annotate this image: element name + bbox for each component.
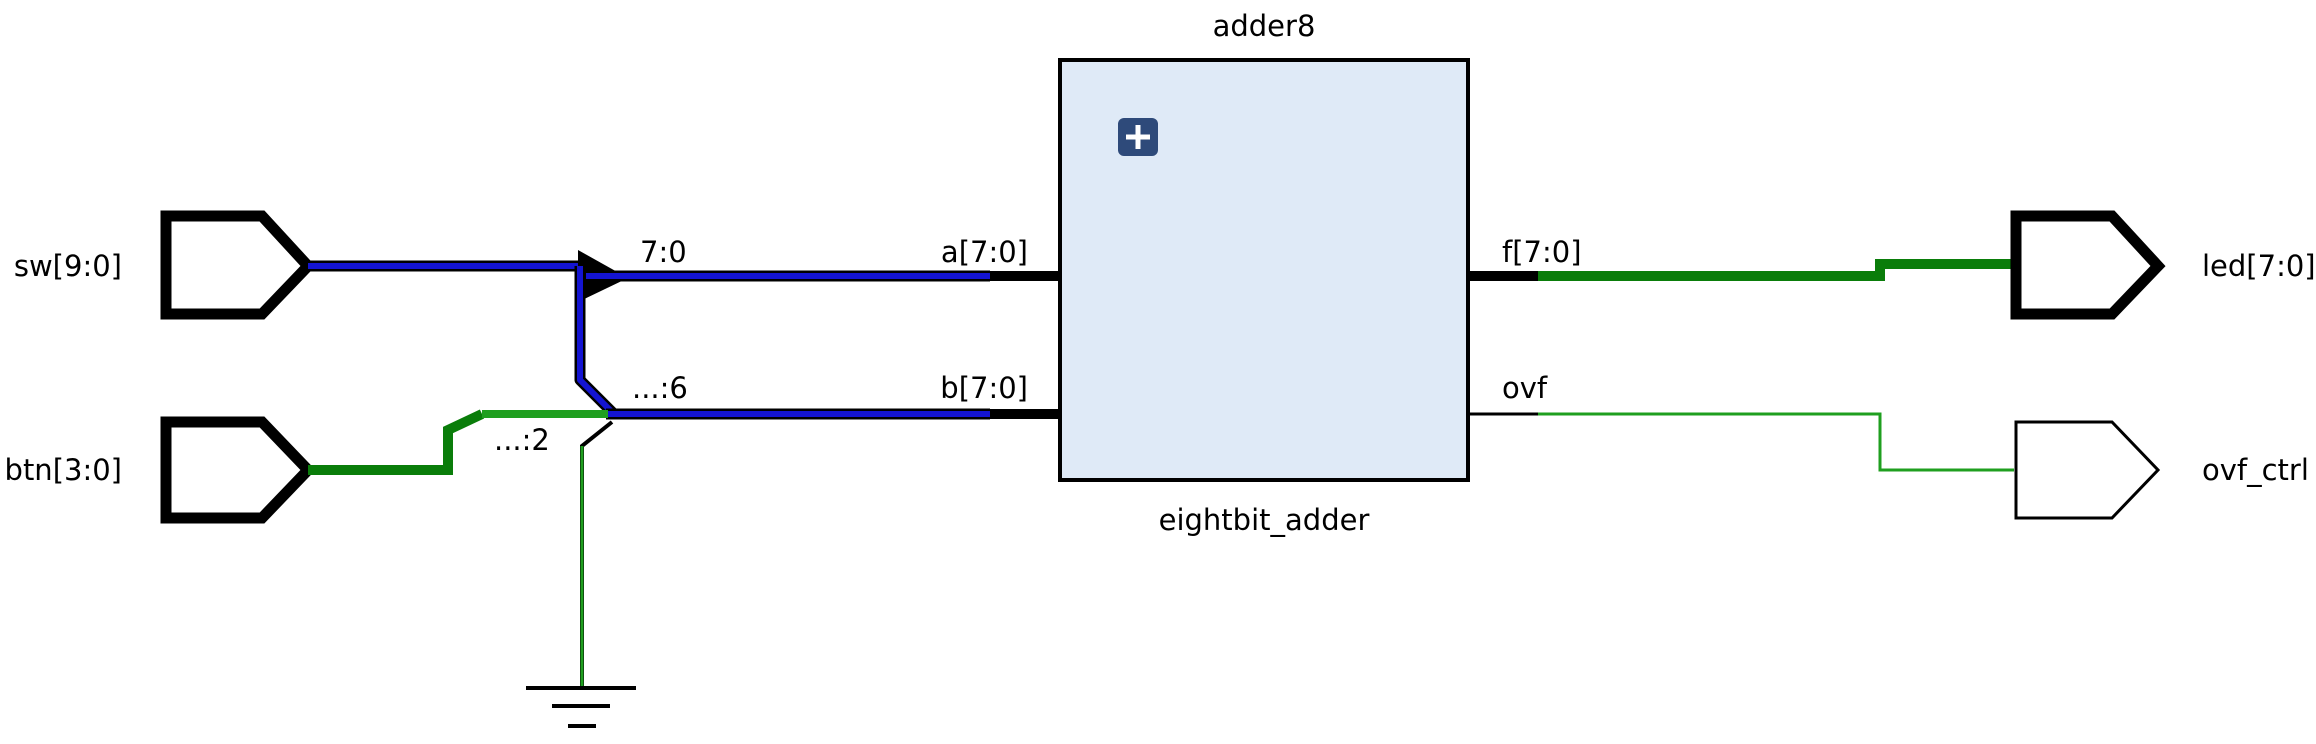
output-port-ovf-ctrl-label: ovf_ctrl — [2202, 453, 2309, 487]
ground-icon — [526, 686, 636, 728]
rip-label-btn-slice: ...:2 — [494, 423, 550, 457]
pin-a-label: a[7:0] — [941, 235, 1028, 269]
net-led-bus[interactable] — [1538, 259, 2014, 281]
net-ovf-wire[interactable] — [1538, 412, 2014, 472]
pin-ovf-label: ovf — [1502, 371, 1548, 405]
expand-button[interactable] — [1118, 118, 1158, 156]
cell-module-name: eightbit_adder — [1159, 503, 1370, 537]
output-port-led[interactable] — [2010, 210, 2166, 320]
input-port-btn-label: btn[3:0] — [5, 453, 122, 487]
rip-label-b-concat: ...:6 — [632, 371, 688, 405]
pin-b-label: b[7:0] — [940, 371, 1028, 405]
input-port-btn[interactable] — [160, 416, 316, 524]
input-port-sw-label: sw[9:0] — [14, 249, 122, 283]
rip-label-sw-slice: 7:0 — [640, 235, 687, 269]
cell-instance-name: adder8 — [1213, 9, 1316, 43]
net-ground[interactable] — [580, 420, 614, 688]
pin-f-label: f[7:0] — [1502, 235, 1582, 269]
net-sw-to-b[interactable] — [574, 266, 618, 418]
plus-icon — [1126, 125, 1150, 149]
output-port-ovf-ctrl[interactable] — [2014, 420, 2161, 520]
input-port-sw[interactable] — [160, 210, 316, 320]
net-btn-bus[interactable] — [308, 409, 608, 475]
output-port-led-label: led[7:0] — [2202, 249, 2316, 283]
